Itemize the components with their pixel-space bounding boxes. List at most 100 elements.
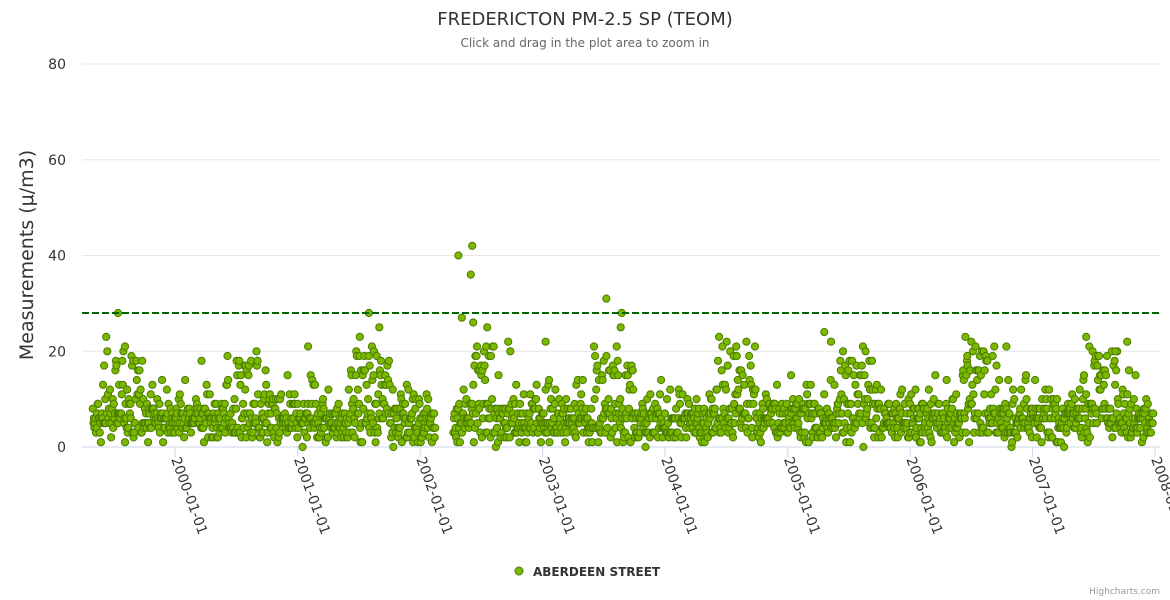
data-point-peak[interactable] — [1123, 337, 1132, 346]
data-point[interactable] — [860, 371, 869, 380]
data-point-peak[interactable] — [1082, 332, 1091, 341]
data-point[interactable] — [794, 419, 803, 428]
data-point[interactable] — [961, 332, 970, 341]
data-point[interactable] — [486, 351, 496, 361]
data-point[interactable] — [358, 438, 367, 447]
data-point[interactable] — [844, 366, 853, 375]
data-point[interactable] — [545, 438, 554, 447]
data-point-peak[interactable] — [469, 318, 478, 327]
data-point[interactable] — [675, 399, 685, 408]
data-point[interactable] — [872, 414, 881, 423]
data-point[interactable] — [927, 438, 936, 447]
data-point[interactable] — [749, 399, 758, 408]
data-point[interactable] — [750, 342, 760, 351]
data-point-peak[interactable] — [1002, 342, 1011, 351]
data-point[interactable] — [148, 380, 157, 389]
data-point[interactable] — [310, 380, 320, 389]
data-point[interactable] — [1004, 375, 1013, 385]
data-point[interactable] — [806, 380, 815, 389]
data-point[interactable] — [746, 361, 755, 370]
data-point-peak[interactable] — [820, 328, 829, 337]
data-point[interactable] — [277, 390, 286, 399]
data-point[interactable] — [135, 366, 144, 375]
data-point[interactable] — [109, 399, 118, 408]
data-point[interactable] — [820, 390, 829, 399]
data-point[interactable] — [180, 433, 189, 442]
data-point[interactable] — [241, 385, 250, 394]
data-point[interactable] — [593, 361, 602, 370]
data-point[interactable] — [646, 390, 655, 399]
data-point[interactable] — [712, 385, 722, 394]
data-point[interactable] — [455, 438, 464, 447]
data-point[interactable] — [350, 433, 359, 442]
data-point-peak[interactable] — [375, 323, 384, 332]
data-point[interactable] — [472, 342, 482, 351]
data-point[interactable] — [353, 385, 362, 394]
data-point[interactable] — [721, 385, 731, 394]
data-point[interactable] — [980, 366, 989, 375]
data-point[interactable] — [851, 380, 860, 389]
data-point[interactable] — [782, 399, 791, 408]
data-point[interactable] — [742, 337, 751, 346]
data-point[interactable] — [710, 404, 719, 413]
legend-label[interactable]: ABERDEEN STREET — [533, 565, 661, 579]
data-point[interactable] — [1149, 409, 1158, 418]
data-point[interactable] — [1005, 409, 1014, 418]
data-point[interactable] — [730, 399, 739, 408]
data-point[interactable] — [628, 366, 637, 375]
data-point[interactable] — [469, 438, 478, 447]
data-point[interactable] — [756, 438, 766, 447]
data-point[interactable] — [1013, 433, 1022, 442]
data-point[interactable] — [117, 390, 126, 399]
data-point[interactable] — [916, 438, 925, 447]
data-point[interactable] — [877, 433, 886, 442]
data-point[interactable] — [494, 371, 503, 380]
data-point[interactable] — [354, 409, 363, 418]
plot-area[interactable] — [88, 241, 1158, 452]
data-point[interactable] — [1032, 433, 1041, 442]
data-point[interactable] — [132, 375, 141, 385]
data-point[interactable] — [505, 433, 514, 442]
data-point[interactable] — [504, 337, 513, 346]
data-point[interactable] — [158, 375, 167, 385]
data-point[interactable] — [843, 409, 853, 418]
data-point[interactable] — [1031, 375, 1040, 385]
data-point[interactable] — [144, 438, 153, 447]
data-point[interactable] — [931, 371, 940, 380]
data-point[interactable] — [360, 366, 369, 375]
data-point[interactable] — [1092, 419, 1101, 428]
data-point[interactable] — [786, 371, 796, 380]
data-point-peak[interactable] — [466, 270, 475, 279]
data-point[interactable] — [877, 385, 886, 394]
data-point[interactable] — [1075, 385, 1084, 394]
data-point[interactable] — [512, 380, 521, 389]
data-point-peak[interactable] — [454, 251, 463, 260]
data-point[interactable] — [744, 414, 753, 423]
data-point[interactable] — [971, 342, 980, 351]
data-point[interactable] — [532, 395, 541, 404]
data-point-peak[interactable] — [304, 342, 313, 351]
data-point[interactable] — [602, 351, 611, 361]
data-point[interactable] — [830, 380, 839, 389]
data-point[interactable] — [845, 438, 855, 447]
data-point[interactable] — [162, 385, 171, 394]
data-point[interactable] — [603, 423, 612, 432]
data-point[interactable] — [1110, 356, 1119, 365]
data-point[interactable] — [732, 342, 741, 351]
data-point[interactable] — [283, 371, 292, 380]
data-point[interactable] — [1017, 385, 1026, 394]
data-point[interactable] — [362, 380, 371, 389]
data-point[interactable] — [290, 390, 299, 399]
data-point[interactable] — [100, 361, 109, 370]
data-point[interactable] — [995, 375, 1004, 385]
data-point[interactable] — [252, 347, 261, 356]
data-point[interactable] — [1036, 423, 1046, 432]
data-point[interactable] — [980, 390, 989, 399]
credits-link[interactable]: Highcharts.com — [1089, 587, 1160, 597]
data-point[interactable] — [404, 385, 413, 394]
data-point[interactable] — [751, 385, 760, 394]
data-point[interactable] — [532, 380, 541, 389]
data-point[interactable] — [935, 399, 944, 408]
data-point[interactable] — [506, 347, 515, 356]
data-point-peak[interactable] — [120, 342, 130, 351]
